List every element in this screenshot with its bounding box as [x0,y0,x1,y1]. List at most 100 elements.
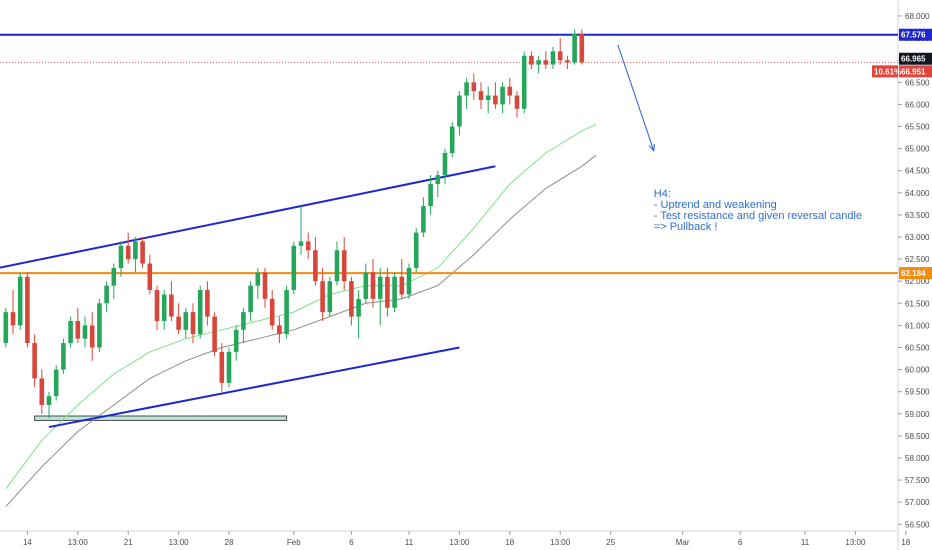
y-tick-label: 62.500 [905,255,930,264]
candle [197,285,203,339]
level-tag: 62.184 [901,269,926,278]
x-tick-label: 11 [405,538,414,547]
analysis-note-line: - Test resistance and given reversal can… [654,210,862,222]
candle [190,303,196,344]
y-tick-label: 60.500 [905,344,930,353]
y-tick-label: 56.500 [905,520,930,529]
candle [305,232,311,260]
candle-body [572,33,577,63]
candle-body [205,290,210,317]
y-tick-label: 65.500 [905,123,930,132]
candle-body [392,276,397,308]
candle-body [89,325,95,348]
candle [147,254,153,295]
candle-body [284,290,289,335]
candle [507,77,513,105]
candle [233,325,239,361]
x-tick-label: 13:00 [845,538,866,547]
candle [262,267,268,308]
candle-body [161,294,167,321]
candle-body [327,281,333,313]
candle [176,303,181,335]
candle [421,197,426,237]
candle [313,237,318,286]
candle [68,316,73,348]
candle [442,148,448,184]
candle-body [68,320,73,344]
candle-body [413,232,419,268]
candle-body [356,298,361,317]
ema-slow-line [5,154,597,507]
candle [140,237,145,268]
candle-body [97,303,102,348]
candle [334,241,340,286]
candle-body [104,285,109,304]
candle-body [399,276,405,295]
candle [449,122,455,158]
candle [212,312,217,357]
candle-body [140,241,145,264]
percent-tag: 10.61% [874,67,901,76]
candle-body [514,95,520,109]
y-tick-label: 61.000 [905,321,930,330]
candle-body [17,276,23,326]
candle [399,259,405,299]
candle-body [320,281,325,313]
analysis-note-line: => Pullback ! [654,221,718,233]
candle [579,29,585,65]
candle [97,298,102,352]
x-tick-label: 6 [738,538,743,547]
candle-body [212,316,217,352]
candle-body [406,267,412,295]
candle-body [226,351,232,383]
candle-body [46,396,52,405]
price-tag-dark-bg [899,52,932,65]
candle [464,77,469,109]
candle-body [485,95,491,100]
price-tag-red-bg [899,65,932,78]
candle [10,290,16,335]
x-tick-label: Feb [287,538,301,547]
candle-body [291,245,297,291]
candle-body [53,369,59,397]
analysis-note-line: - Uptrend and weakening [654,199,777,211]
candle-body [197,290,203,335]
candle-body [39,378,45,405]
candle [161,290,167,330]
candle [25,272,30,348]
y-tick-label: 63.000 [905,233,930,242]
x-tick-label: 13:00 [550,538,571,547]
candle [428,175,433,215]
candle-body [385,276,390,308]
candle [521,51,527,114]
candle [111,263,117,299]
candle-body [32,343,37,379]
candle [435,170,441,198]
candle-body [500,86,505,105]
y-tick-label: 59.000 [905,410,930,419]
candle-body [248,285,253,313]
candle-body [255,272,261,286]
candle [356,290,361,339]
candle-body [3,312,9,344]
candle [370,259,376,308]
ema-fast-line [5,123,597,490]
x-tick-label: 14 [23,538,32,547]
candle [3,307,9,348]
candle-body [370,272,376,299]
candle-body [428,183,433,207]
x-tick-label: 21 [124,538,133,547]
candle-body [10,312,16,326]
projection-arrow-line [617,44,655,151]
candle [320,267,325,321]
candle [557,38,563,65]
candle-body [478,91,484,100]
candle [169,281,174,321]
candle [248,281,253,321]
candle [550,46,556,70]
y-tick-label: 58.000 [905,454,930,463]
candle-body [75,320,81,339]
y-tick-label: 66.500 [905,78,930,87]
x-tick-label: 18 [505,538,514,547]
